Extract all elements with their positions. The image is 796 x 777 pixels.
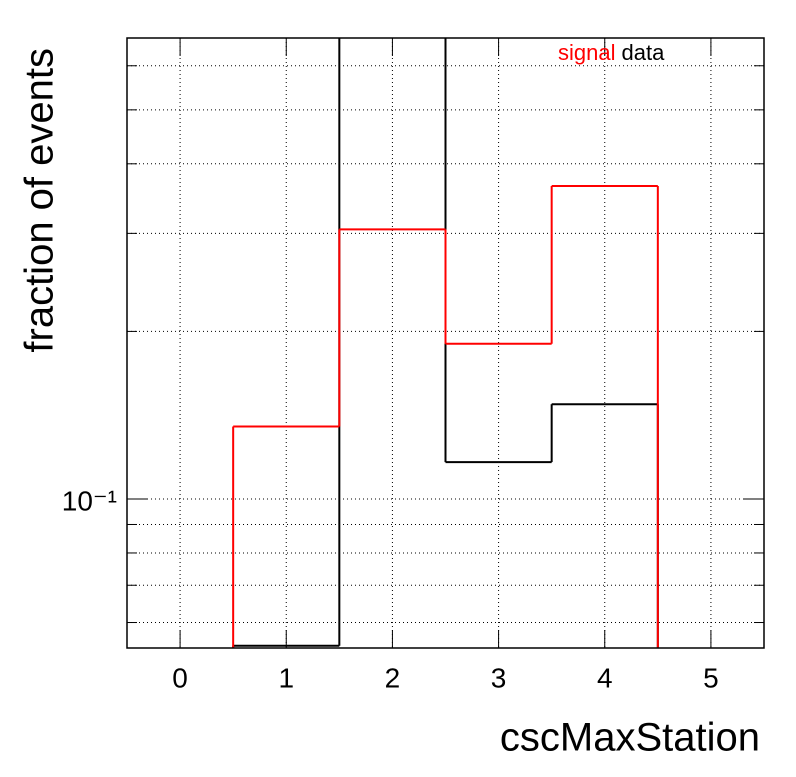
plot-frame bbox=[126, 37, 765, 649]
x-tick-label: 2 bbox=[385, 662, 401, 693]
x-axis-title: cscMaxStation bbox=[500, 716, 760, 760]
x-tick-label: 1 bbox=[278, 662, 294, 693]
x-tick-label: 5 bbox=[703, 662, 719, 693]
y-tick-label: 10⁻¹ bbox=[62, 485, 117, 516]
legend-entry: signal bbox=[558, 40, 615, 65]
x-tick-label: 4 bbox=[597, 662, 613, 693]
x-tick-label: 3 bbox=[491, 662, 507, 693]
legend-entry: data bbox=[621, 40, 665, 65]
x-tick-label: 0 bbox=[172, 662, 188, 693]
y-axis-title: fraction of events bbox=[18, 48, 62, 353]
